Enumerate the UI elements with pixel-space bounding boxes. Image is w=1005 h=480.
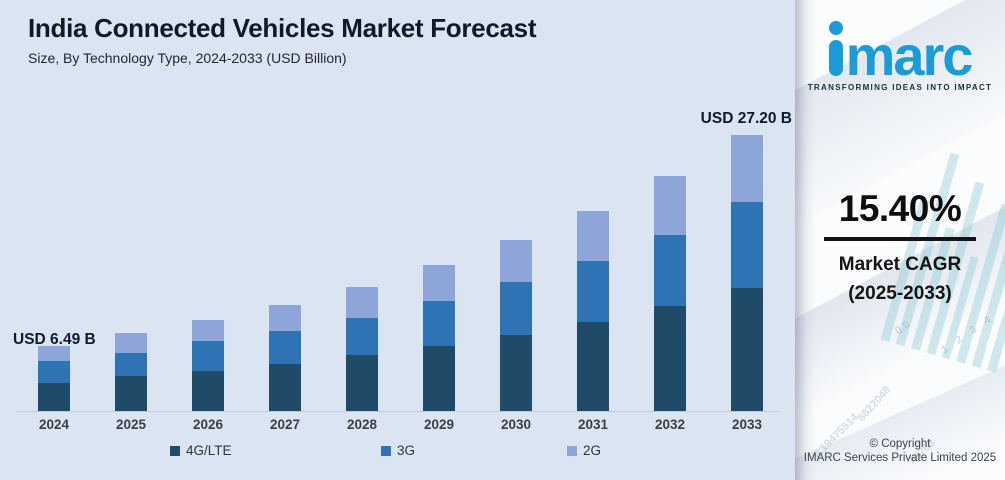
legend-swatch-2g: [567, 445, 577, 456]
bar-segment-2033-2g: [731, 135, 763, 202]
legend-item-2g: 2G: [567, 443, 601, 458]
bar-segment-2024-4g-lte: [38, 383, 70, 411]
bar-segment-2029-2g: [423, 265, 455, 301]
bar-segment-2024-2g: [38, 346, 70, 361]
x-axis-label-2028: 2028: [346, 417, 378, 432]
bar-segment-2033-4g-lte: [731, 288, 763, 411]
bar-segment-2031-3g: [577, 261, 609, 322]
bar-segment-2032-2g: [654, 176, 686, 235]
x-axis-label-2029: 2029: [423, 417, 455, 432]
plot: 2024 2025 2026 2027 2028 2029 2030 2031 2032 2033: [16, 135, 778, 432]
legend-item-4g-lte: 4G/LTE: [170, 443, 232, 458]
bar-segment-2027-3g: [269, 331, 301, 364]
bar-segment-2025-4g-lte: [115, 376, 147, 411]
x-axis-label-2033: 2033: [731, 417, 763, 432]
bar-segment-2030-3g: [500, 282, 532, 335]
bar-segment-2028-4g-lte: [346, 355, 378, 411]
imarc-logo: marc TRANSFORMING IDEAS INTO IMPACT: [795, 14, 1005, 92]
chart-area: India Connected Vehicles Market Forecast…: [0, 13, 795, 463]
bar-segment-2027-4g-lte: [269, 364, 301, 411]
cagr-divider: [824, 237, 976, 241]
imarc-logo-wordmark: marc: [795, 14, 1005, 87]
cagr-value: 15.40%: [838, 188, 962, 229]
x-axis-line: [16, 411, 778, 412]
legend-item-3g: 3G: [381, 443, 415, 458]
value-label-2024: USD 6.49 B: [13, 331, 96, 348]
x-axis-label-2026: 2026: [192, 417, 224, 432]
watermark-text: 6822048: [855, 384, 894, 424]
bar-segment-2029-4g-lte: [423, 346, 455, 411]
bar-segment-2030-2g: [500, 240, 532, 282]
legend-swatch-3g: [381, 445, 391, 456]
imarc-logo-text: marc: [845, 23, 974, 87]
value-label-2033: USD 27.20 B: [700, 110, 792, 127]
bar-segment-2025-3g: [115, 353, 147, 376]
bar-segment-2030-4g-lte: [500, 335, 532, 411]
legend-swatch-4g-lte: [170, 445, 180, 456]
copyright-line1: © Copyright: [869, 438, 931, 450]
imarc-tagline: TRANSFORMING IDEAS INTO IMPACT: [807, 83, 993, 92]
panel-edge-shadow: [795, 0, 815, 480]
bar-segment-2031-4g-lte: [577, 322, 609, 411]
bar-segment-2026-3g: [192, 341, 224, 371]
cagr-period: (2025-2033): [848, 283, 952, 304]
bar-segment-2032-3g: [654, 235, 686, 306]
bar-segment-2032-4g-lte: [654, 306, 686, 411]
brand-panel: 0.0 1 2 3 4 6822048 0.19475514 43768 mar…: [795, 0, 1005, 480]
cagr-label: Market CAGR: [838, 254, 962, 275]
legend-label-3g: 3G: [397, 443, 416, 458]
copyright-line2: IMARC Services Private Limited 2025: [803, 452, 997, 464]
bar-segment-2029-3g: [423, 301, 455, 346]
bar-segment-2033-3g: [731, 202, 763, 288]
x-axis-label-2025: 2025: [115, 417, 147, 432]
cagr-block: 15.40% Market CAGR (2025-2033): [795, 188, 1005, 305]
chart-subtitle: Size, By Technology Type, 2024-2033 (USD…: [28, 50, 347, 66]
bar-segment-2028-2g: [346, 287, 378, 318]
x-axis-label-2030: 2030: [500, 417, 532, 432]
bar-segment-2026-2g: [192, 320, 224, 341]
x-axis-label-2031: 2031: [577, 417, 609, 432]
legend: 4G/LTE 3G 2G: [0, 443, 795, 463]
x-axis-label-2032: 2032: [654, 417, 686, 432]
bar-segment-2028-3g: [346, 318, 378, 355]
bar-segment-2027-2g: [269, 305, 301, 331]
copyright: © Copyright IMARC Services Private Limit…: [795, 438, 1005, 464]
bar-segment-2025-2g: [115, 333, 147, 353]
bar-segment-2026-4g-lte: [192, 371, 224, 411]
x-axis-label-2024: 2024: [38, 417, 70, 432]
chart-title: India Connected Vehicles Market Forecast: [28, 13, 537, 43]
bar-segment-2031-2g: [577, 211, 609, 261]
legend-label-4g-lte: 4G/LTE: [186, 443, 232, 458]
bar-segment-2024-3g: [38, 361, 70, 383]
imarc-logo-i-icon: [828, 21, 843, 76]
x-axis-label-2027: 2027: [269, 417, 301, 432]
legend-label-2g: 2G: [583, 443, 602, 458]
